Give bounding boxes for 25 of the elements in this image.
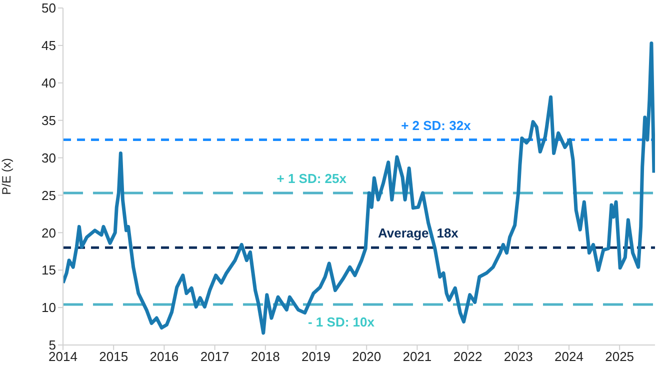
x-tick-label: 2020 (352, 349, 382, 364)
y-tick-label: 50 (42, 0, 56, 16)
y-tick-label: 25 (42, 188, 56, 203)
x-tick-label: 2025 (605, 349, 634, 364)
x-tick-label: 2021 (402, 349, 432, 364)
ref-line-label: - 1 SD: 10x (308, 314, 376, 330)
x-tick-label: 2015 (99, 349, 128, 364)
y-tick-label: 45 (42, 38, 56, 54)
ref-line-label: + 1 SD: 25x (276, 170, 348, 186)
x-tick-label: 2024 (554, 349, 584, 364)
x-tick-label: 2022 (453, 349, 482, 364)
y-tick-label: 20 (42, 225, 56, 240)
y-tick-label: 40 (42, 76, 56, 91)
x-tick-label: 2018 (250, 349, 280, 364)
y-tick-label: 15 (42, 262, 56, 278)
line-series (63, 41, 655, 335)
y-tick-label: 35 (42, 112, 56, 128)
x-tick-label: 2023 (504, 349, 533, 364)
x-tick-label: 2017 (200, 349, 230, 364)
x-tick-label: 2019 (302, 349, 330, 364)
x-tick-label: 2016 (150, 349, 179, 364)
y-tick-label: 10 (42, 300, 56, 316)
y-tick-label: 30 (42, 150, 56, 166)
y-axis-title: P/E (x) (0, 158, 14, 195)
ref-line-label: + 2 SD: 32x (401, 118, 472, 133)
